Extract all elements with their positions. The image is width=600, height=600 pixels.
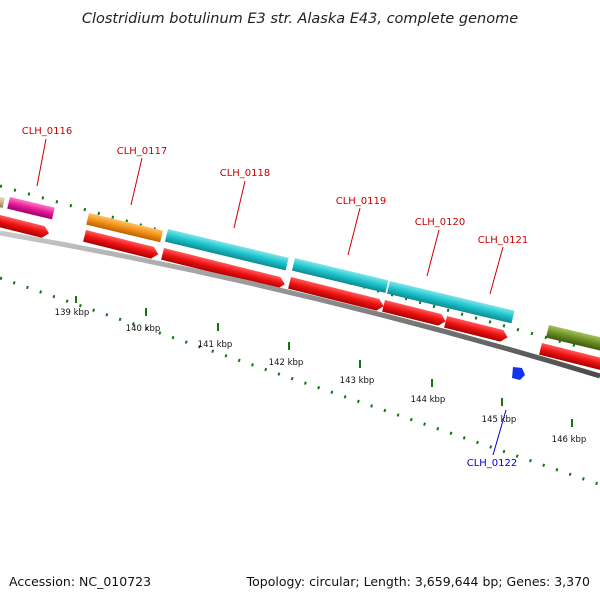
feature-bar-cyan-2 (291, 258, 389, 293)
leader-line-clh-0118 (233, 180, 246, 229)
feature-bar-orange (86, 213, 163, 243)
feature-bar-magenta (7, 197, 55, 220)
gene-label-clh-0116[interactable]: CLH_0116 (22, 126, 73, 137)
genome-backbone (0, 230, 600, 379)
leader-line-clh-0116 (36, 138, 47, 187)
leader-line-clh-0119 (347, 207, 361, 256)
gene-label-clh-0117[interactable]: CLH_0117 (117, 146, 168, 157)
scale-label-146kbp: 146 kbp (552, 435, 587, 445)
cds-arrow (161, 248, 285, 289)
leader-line-clh-0120 (426, 229, 440, 277)
gene-label-clh-0121[interactable]: CLH_0121 (478, 235, 529, 246)
feature-bar-olive (545, 325, 600, 352)
gene-labels: CLH_0116 CLH_0117 CLH_0118 CLH_0119 CLH_… (22, 126, 529, 469)
cds-arrow (0, 212, 50, 238)
feature-bar-cyan-1 (164, 229, 289, 271)
major-ticks (75, 296, 573, 427)
gene-label-clh-0122[interactable]: CLH_0122 (467, 458, 518, 469)
cds-arrow-track (0, 212, 600, 372)
gene-leader-lines (36, 138, 507, 456)
feature-bar-tan (0, 192, 5, 208)
scale-label-141kbp: 141 kbp (198, 340, 233, 350)
scale-label-139kbp: 139 kbp (55, 308, 90, 318)
outer-tick-ring (0, 184, 579, 348)
accession-text: Accession: NC_010723 (9, 574, 151, 589)
gene-label-clh-0120[interactable]: CLH_0120 (415, 217, 466, 228)
scale-labels: 139 kbp 140 kbp 141 kbp 142 kbp 143 kbp … (55, 308, 587, 445)
genome-summary-text: Topology: circular; Length: 3,659,644 bp… (246, 574, 590, 589)
leader-line-clh-0117 (130, 157, 143, 206)
cds-arrow (83, 230, 159, 259)
scale-label-144kbp: 144 kbp (411, 395, 446, 405)
feature-track (0, 192, 600, 352)
leader-line-clh-0121 (489, 246, 504, 295)
gene-label-clh-0118[interactable]: CLH_0118 (220, 168, 271, 179)
cds-arrow (288, 277, 384, 311)
cds-arrow (444, 316, 508, 342)
cds-arrow (382, 300, 446, 326)
cds-arrow (539, 343, 600, 372)
scale-label-145kbp: 145 kbp (482, 415, 517, 425)
scale-label-143kbp: 143 kbp (340, 376, 375, 386)
reverse-feature-marker (512, 367, 525, 380)
feature-bar-cyan-3 (386, 281, 515, 324)
scale-label-140kbp: 140 kbp (126, 324, 161, 334)
map-title: Clostridium botulinum E3 str. Alaska E43… (82, 11, 518, 27)
leader-line-clh-0122 (492, 409, 507, 456)
gene-label-clh-0119[interactable]: CLH_0119 (336, 196, 387, 207)
scale-label-142kbp: 142 kbp (269, 358, 304, 368)
